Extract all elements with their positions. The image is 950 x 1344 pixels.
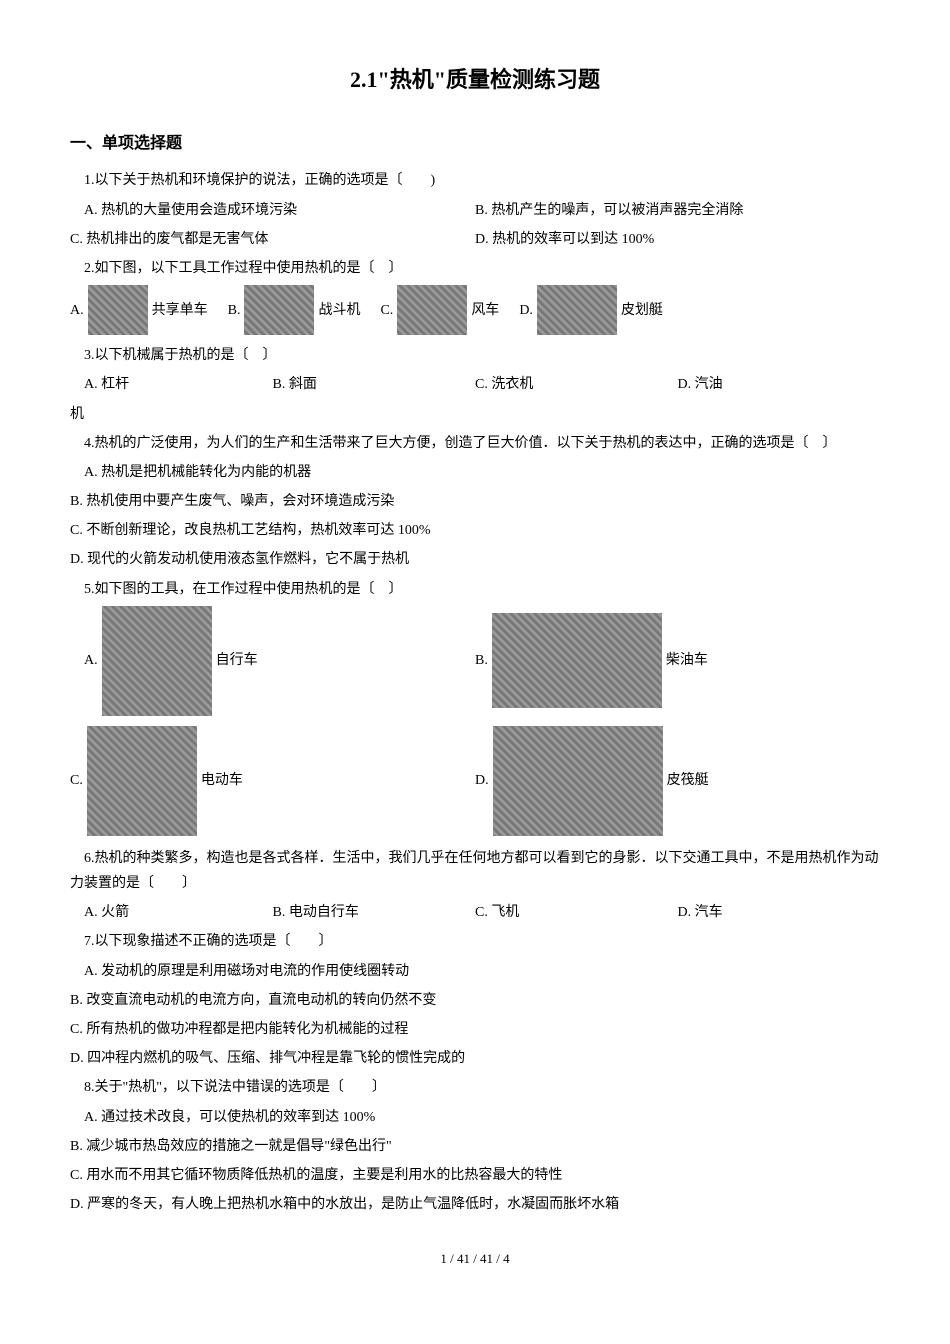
q3-text: 3.以下机械属于热机的是〔 〕 [70,343,880,368]
q5-row2: C. 电动车 D. 皮筏艇 [70,726,880,836]
q2-options: A. 共享单车 B. 战斗机 C. 风车 D. 皮划艇 [70,285,880,335]
q3-optC: C. 洗衣机 [475,372,678,401]
q6-text: 6.热机的种类繁多，构造也是各式各样．生活中，我们几乎在任何地方都可以看到它的身… [70,846,880,896]
q8-optC: C. 用水而不用其它循环物质降低热机的温度，主要是利用水的比热容最大的特性 [70,1163,880,1188]
q5-imgD [493,726,663,836]
q1-optC: C. 热机排出的废气都是无害气体 [70,227,475,252]
q5-textD: 皮筏艇 [667,768,709,793]
q2-optB: B. 战斗机 [228,285,361,335]
q1-optB: B. 热机产生的噪声，可以被消声器完全消除 [475,198,880,227]
q5-optC: C. 电动车 [70,726,475,836]
q5-textA: 自行车 [216,648,258,673]
q4-optD: D. 现代的火箭发动机使用液态氢作燃料，它不属于热机 [70,547,880,572]
q1-optA: A. 热机的大量使用会造成环境污染 [70,198,475,223]
q8-optB: B. 减少城市热岛效应的措施之一就是倡导"绿色出行" [70,1134,880,1159]
q6-options: A. 火箭 B. 电动自行车 C. 飞机 D. 汽车 [70,900,880,929]
q2-optC: C. 风车 [380,285,499,335]
q5-imgA [102,606,212,716]
q2-optA: A. 共享单车 [70,285,208,335]
q1-options: A. 热机的大量使用会造成环境污染 B. 热机产生的噪声，可以被消声器完全消除 … [70,198,880,256]
q4-optC: C. 不断创新理论，改良热机工艺结构，热机效率可达 100% [70,518,880,543]
q6-optA: A. 火箭 [70,900,273,925]
q5-labelD: D. [475,768,489,793]
q2-textA: 共享单车 [152,298,208,323]
q2-textC: 风车 [471,298,499,323]
q2-labelC: C. [380,298,393,323]
q7-optA: A. 发动机的原理是利用磁场对电流的作用使线圈转动 [70,959,880,984]
q2-text: 2.如下图，以下工具工作过程中使用热机的是〔 〕 [70,256,880,281]
q3-optD-part2: 机 [70,402,880,427]
q6-optD: D. 汽车 [678,900,881,929]
q3-optA: A. 杠杆 [70,372,273,397]
q5-imgB [492,613,662,708]
q4-text: 4.热机的广泛使用，为人们的生产和生活带来了巨大方便，创造了巨大价值．以下关于热… [70,431,880,456]
q5-imgC [87,726,197,836]
q5-textB: 柴油车 [666,648,708,673]
q5-optB: B. 柴油车 [475,606,880,716]
q2-imgB [244,285,314,335]
q2-imgA [88,285,148,335]
q5-text: 5.如下图的工具，在工作过程中使用热机的是〔 〕 [70,577,880,602]
q5-row1: A. 自行车 B. 柴油车 [70,606,880,716]
q7-optD: D. 四冲程内燃机的吸气、压缩、排气冲程是靠飞轮的惯性完成的 [70,1046,880,1071]
q8-text: 8.关于"热机"，以下说法中错误的选项是〔 〕 [70,1075,880,1100]
q5-labelA: A. [84,648,98,673]
q6-optC: C. 飞机 [475,900,678,929]
q5-labelB: B. [475,648,488,673]
q5-textC: 电动车 [201,768,243,793]
q8-optD: D. 严寒的冬天，有人晚上把热机水箱中的水放出，是防止气温降低时，水凝固而胀坏水… [70,1192,880,1217]
q2-imgD [537,285,617,335]
q3-optB: B. 斜面 [273,372,476,401]
q2-labelB: B. [228,298,241,323]
q2-imgC [397,285,467,335]
q7-optC: C. 所有热机的做功冲程都是把内能转化为机械能的过程 [70,1017,880,1042]
q5-optA: A. 自行车 [70,606,475,716]
q8-optA: A. 通过技术改良，可以使热机的效率到达 100% [70,1105,880,1130]
q5-optD: D. 皮筏艇 [475,726,880,836]
q2-textB: 战斗机 [318,298,360,323]
q1-optD: D. 热机的效率可以到达 100% [475,227,880,256]
page-title: 2.1"热机"质量检测练习题 [70,60,880,100]
q2-optD: D. 皮划艇 [519,285,663,335]
q7-optB: B. 改变直流电动机的电流方向，直流电动机的转向仍然不变 [70,988,880,1013]
q3-optD: D. 汽油 [678,372,881,401]
section-heading: 一、单项选择题 [70,130,880,159]
q4-optB: B. 热机使用中要产生废气、噪声，会对环境造成污染 [70,489,880,514]
q3-options: A. 杠杆 B. 斜面 C. 洗衣机 D. 汽油 [70,372,880,401]
q4-optA: A. 热机是把机械能转化为内能的机器 [70,460,880,485]
q2-textD: 皮划艇 [621,298,663,323]
q6-optB: B. 电动自行车 [273,900,476,929]
q2-labelD: D. [519,298,533,323]
q1-text: 1.以下关于热机和环境保护的说法，正确的选项是〔 ) [70,168,880,193]
q7-text: 7.以下现象描述不正确的选项是〔 〕 [70,929,880,954]
q5-labelC: C. [70,768,83,793]
q2-labelA: A. [70,298,84,323]
page-footer: 1 / 41 / 41 / 4 [70,1247,880,1270]
